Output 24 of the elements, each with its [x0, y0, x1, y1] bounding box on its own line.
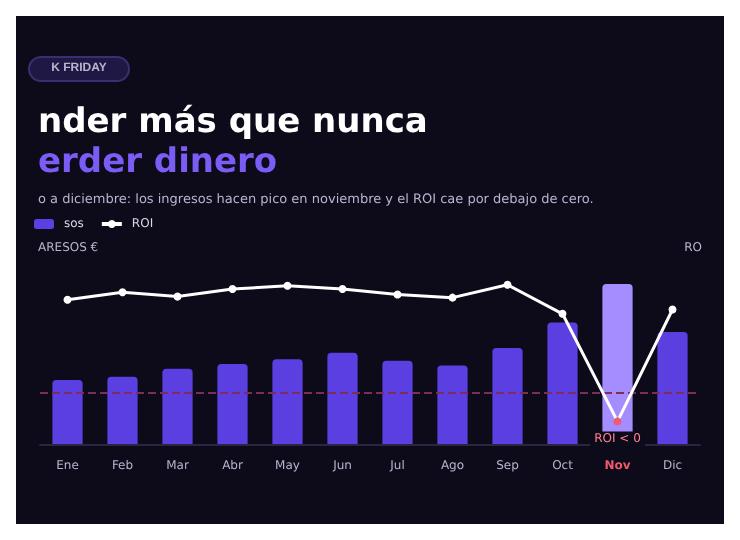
point — [118, 288, 127, 297]
bar — [382, 360, 413, 444]
point — [613, 417, 622, 426]
bar — [327, 352, 358, 444]
bar — [657, 332, 688, 444]
bar — [272, 359, 303, 444]
bar — [52, 380, 83, 444]
bar — [107, 376, 138, 444]
point — [63, 295, 72, 304]
chart-title: nder más que nunca erder dinero — [38, 102, 428, 182]
bar — [162, 368, 193, 444]
point — [338, 285, 347, 294]
point — [283, 281, 292, 290]
bar — [217, 364, 248, 444]
point — [503, 280, 512, 289]
point — [228, 285, 237, 294]
point — [393, 290, 402, 299]
point — [668, 305, 677, 314]
bar — [547, 322, 578, 444]
point — [173, 292, 182, 301]
point — [448, 293, 457, 302]
bar — [492, 348, 523, 444]
point — [558, 309, 567, 318]
bar — [437, 365, 468, 444]
